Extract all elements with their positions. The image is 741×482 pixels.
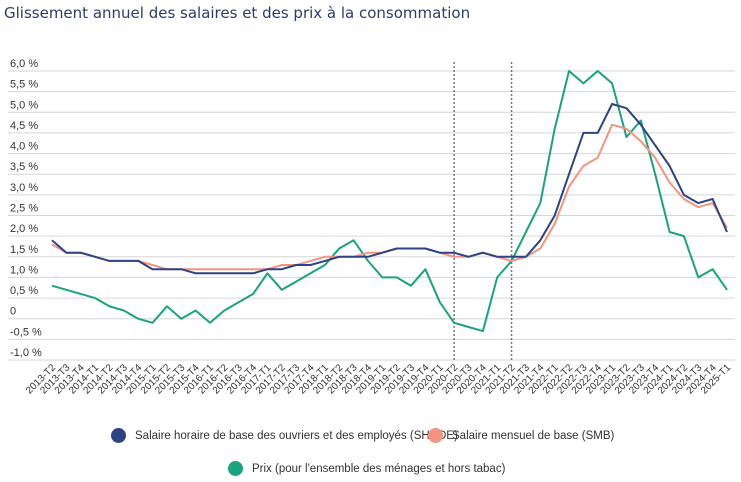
legend-label-shboe: Salaire horaire de base des ouvriers et …	[135, 429, 458, 442]
y-tick-label: 2,0 %	[10, 223, 38, 235]
series-line-shboe	[51, 103, 728, 275]
y-tick-label: 3,5 %	[10, 161, 38, 173]
legend-label-prix: Prix (pour l'ensemble des ménages et hor…	[252, 462, 506, 475]
y-tick-label: 6,0 %	[10, 58, 38, 70]
y-tick-label: -1,0 %	[10, 347, 42, 359]
y-tick-label: 5,5 %	[10, 79, 38, 91]
legend-swatch-shboe	[111, 428, 126, 443]
legend-item-shboe: Salaire horaire de base des ouvriers et …	[111, 428, 458, 443]
chart-title: Glissement annuel des salaires et des pr…	[4, 4, 471, 22]
y-tick-label: 2,5 %	[10, 203, 38, 215]
y-tick-label: -0,5 %	[10, 326, 42, 338]
series-line-prix	[51, 70, 728, 333]
legend-label-smb: Salaire mensuel de base (SMB)	[452, 429, 615, 442]
y-tick-label: 4,5 %	[10, 120, 38, 132]
y-tick-label: 3,0 %	[10, 182, 38, 194]
y-tick-label: 5,0 %	[10, 99, 38, 111]
legend-item-smb: Salaire mensuel de base (SMB)	[428, 428, 614, 443]
legend-item-prix: Prix (pour l'ensemble des ménages et hor…	[228, 461, 505, 476]
legend-swatch-prix	[228, 461, 243, 476]
legend-swatch-smb	[428, 428, 443, 443]
y-tick-label: 0	[10, 306, 16, 318]
y-tick-label: 4,0 %	[10, 141, 38, 153]
y-tick-label: 1,5 %	[10, 244, 38, 256]
y-tick-label: 1,0 %	[10, 264, 38, 276]
series-line-smb	[51, 123, 728, 271]
y-tick-label: 0,5 %	[10, 285, 38, 297]
